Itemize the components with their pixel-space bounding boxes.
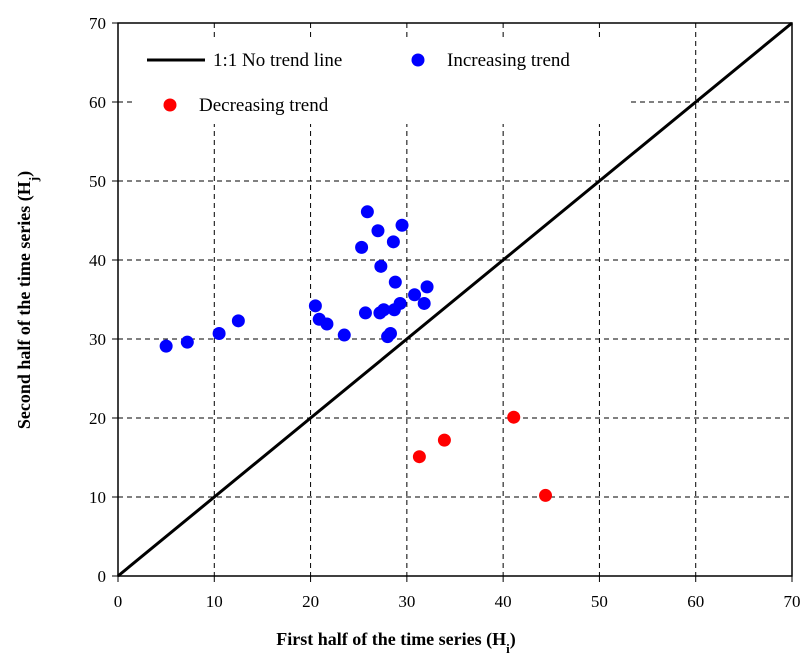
- point-decreasing: [539, 488, 553, 502]
- x-tick-label: 50: [591, 592, 608, 611]
- y-tick-label: 0: [98, 567, 107, 586]
- point-increasing: [417, 296, 431, 310]
- x-axis-title-sub: i: [506, 641, 510, 656]
- y-axis-title: Second half of the time series (Hj): [14, 171, 41, 429]
- point-increasing: [159, 339, 173, 353]
- point-increasing: [395, 218, 409, 232]
- point-increasing: [320, 317, 334, 331]
- point-increasing: [360, 205, 374, 219]
- legend: 1:1 No trend line Increasing trend Decre…: [147, 50, 570, 116]
- point-increasing: [420, 280, 434, 294]
- y-tick-label: 30: [89, 330, 106, 349]
- x-axis-ticks: 0 10 20 30 40 50 60 70: [114, 576, 801, 611]
- x-tick-label: 30: [398, 592, 415, 611]
- point-increasing: [388, 275, 402, 289]
- point-increasing: [408, 288, 422, 302]
- y-tick-label: 40: [89, 251, 106, 270]
- point-increasing: [383, 326, 397, 340]
- x-axis-title: First half of the time series (Hi): [276, 629, 516, 656]
- y-axis-title-sub: j: [26, 177, 41, 182]
- y-tick-label: 60: [89, 93, 106, 112]
- data-points: [159, 205, 553, 502]
- legend-box: [132, 38, 628, 124]
- y-tick-label: 50: [89, 172, 106, 191]
- legend-marker-decreasing: [163, 98, 177, 112]
- point-decreasing: [412, 450, 426, 464]
- one-to-one-line: [117, 21, 793, 578]
- legend-label-decreasing: Decreasing trend: [199, 95, 329, 116]
- y-tick-label: 20: [89, 409, 106, 428]
- point-increasing: [374, 259, 388, 273]
- x-axis-title-main: First half of the time series (H: [276, 629, 506, 650]
- legend-label-no-trend: 1:1 No trend line: [213, 50, 342, 71]
- x-tick-label: 20: [302, 592, 319, 611]
- y-tick-label: 70: [89, 14, 106, 33]
- point-increasing: [393, 296, 407, 310]
- point-increasing: [231, 314, 245, 328]
- point-increasing: [212, 326, 226, 340]
- point-increasing: [308, 299, 322, 313]
- point-increasing: [386, 235, 400, 249]
- plot-frame: [117, 22, 793, 577]
- x-tick-label: 60: [687, 592, 704, 611]
- y-axis-ticks: 0 10 20 30 40 50 60 70: [89, 14, 118, 586]
- x-tick-label: 70: [784, 592, 801, 611]
- point-decreasing: [507, 410, 521, 424]
- point-increasing: [337, 328, 351, 342]
- legend-marker-increasing: [411, 53, 425, 67]
- point-increasing: [358, 306, 372, 320]
- legend-label-increasing: Increasing trend: [447, 50, 570, 71]
- point-increasing: [180, 335, 194, 349]
- point-increasing: [355, 240, 369, 254]
- y-tick-label: 10: [89, 488, 106, 507]
- y-axis-title-end: ): [14, 171, 35, 177]
- point-decreasing: [437, 433, 451, 447]
- y-axis-title-main: Second half of the time series (H: [14, 181, 35, 429]
- x-tick-label: 10: [206, 592, 223, 611]
- x-axis-title-end: ): [510, 629, 516, 650]
- point-increasing: [371, 224, 385, 238]
- point-increasing: [377, 303, 391, 317]
- x-tick-label: 0: [114, 592, 123, 611]
- x-tick-label: 40: [495, 592, 512, 611]
